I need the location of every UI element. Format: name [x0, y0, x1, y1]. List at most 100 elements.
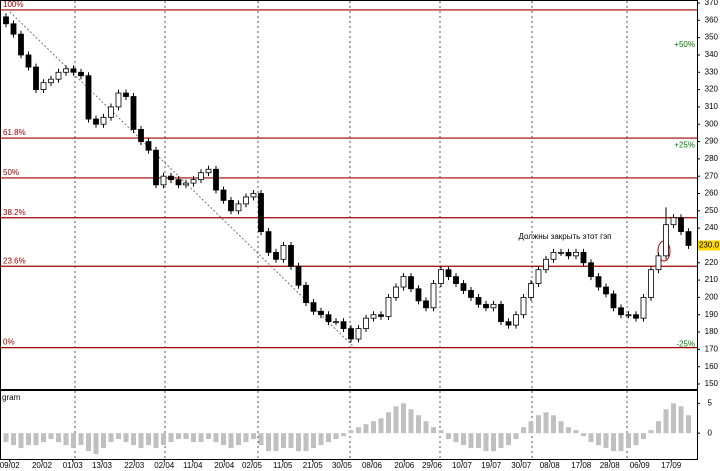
candle-body [408, 276, 414, 290]
hist-bar [363, 424, 369, 434]
hist-bar [423, 421, 429, 434]
hist-bar [198, 433, 204, 443]
hist-bar [101, 433, 106, 449]
x-tick-label: 10/07 [452, 461, 473, 470]
x-tick-label: 11/04 [183, 461, 203, 470]
hist-y-tick-label: 0 [708, 428, 713, 437]
hist-bar [318, 433, 324, 446]
hist-bar [558, 421, 564, 434]
hist-bar [41, 433, 46, 443]
hist-bar [108, 433, 114, 443]
hist-bar [146, 433, 151, 446]
candle-body [63, 68, 69, 73]
hist-bar [498, 433, 504, 449]
hist-bar [641, 433, 646, 440]
hist-bar [341, 433, 346, 437]
hist-bar [176, 433, 181, 440]
y-tick-label: 240 [705, 223, 719, 232]
candle-body [55, 71, 62, 80]
y-tick-label: 360 [705, 15, 719, 24]
candle-body [468, 290, 474, 298]
candle-body [25, 54, 32, 68]
hist-bar [221, 433, 226, 446]
candle-body [303, 284, 309, 304]
candle-body [10, 23, 17, 35]
candle-body [678, 217, 684, 232]
hist-bar [116, 433, 121, 440]
hist-bar [386, 412, 391, 434]
hist-bar [566, 427, 571, 434]
hist-bar [63, 433, 69, 446]
hist-bar [33, 433, 39, 446]
hist-bar [446, 433, 451, 440]
hist-bar [588, 433, 594, 443]
x-tick-label: 02/04 [154, 461, 175, 470]
x-tick-label: 21/05 [303, 461, 324, 470]
hist-bar [3, 433, 9, 443]
hist-bar [153, 433, 159, 449]
y-tick-label: 310 [705, 102, 719, 111]
candle-body [535, 269, 542, 284]
candle-body [333, 321, 339, 324]
candle-body [648, 269, 654, 298]
x-tick-label: 09/02 [0, 461, 20, 470]
candle-body [3, 16, 9, 25]
candle-body [460, 283, 467, 291]
hist-bar [311, 433, 316, 449]
candle-body [40, 82, 47, 90]
hist-bar [266, 433, 271, 452]
hist-bar [603, 433, 609, 449]
hist-bar [513, 433, 519, 440]
candle-body [48, 78, 54, 84]
candle-body [415, 288, 422, 302]
candle-body [438, 269, 444, 284]
hist-bar [131, 433, 136, 446]
hist-bar [356, 427, 361, 434]
candle-body [183, 182, 189, 186]
last-price-label: 230.0 [699, 241, 720, 250]
hist-bar [168, 433, 174, 443]
hist-bar [371, 421, 376, 434]
trend-line [9, 11, 356, 349]
x-tick-label: 08/06 [362, 461, 383, 470]
candle-body [385, 297, 392, 317]
x-tick-label: 01/03 [63, 461, 84, 470]
y-tick-label: 340 [705, 50, 719, 59]
hist-bar [26, 433, 31, 446]
candle-body [543, 258, 549, 271]
hist-bar [123, 433, 129, 443]
y-tick-label: 170 [705, 344, 719, 353]
hist-bar [93, 433, 99, 455]
candle-body [295, 265, 302, 286]
candle-body [603, 286, 609, 295]
y-tick-label: 180 [705, 327, 719, 336]
candle-body [670, 217, 677, 226]
candle-body [618, 307, 624, 316]
candle-body [235, 203, 242, 212]
hist-bar [401, 403, 406, 434]
x-tick-label: 17/09 [661, 461, 682, 470]
x-tick-label: 06/09 [630, 461, 651, 470]
candle-body [655, 255, 662, 271]
hist-bar [483, 433, 489, 452]
side-label: +50% [674, 40, 695, 49]
hist-bar [521, 427, 526, 434]
y-tick-label: 250 [705, 206, 719, 215]
candle-body [78, 71, 84, 77]
hist-bar [251, 433, 256, 440]
fib-level-label: 61.8% [3, 128, 26, 137]
hist-bar [461, 433, 466, 446]
candle-body [18, 33, 24, 56]
candle-body [505, 321, 512, 326]
y-tick-label: 210 [705, 275, 719, 284]
main-panel [0, 0, 698, 390]
candle-body [633, 314, 639, 319]
candle-body [130, 96, 137, 130]
hist-bar [573, 430, 579, 434]
candle-body [273, 251, 279, 260]
candle-body [513, 314, 519, 326]
candle-body [558, 251, 564, 254]
candle-body [70, 68, 77, 73]
candle-body [168, 175, 174, 181]
candle-body [123, 92, 129, 97]
